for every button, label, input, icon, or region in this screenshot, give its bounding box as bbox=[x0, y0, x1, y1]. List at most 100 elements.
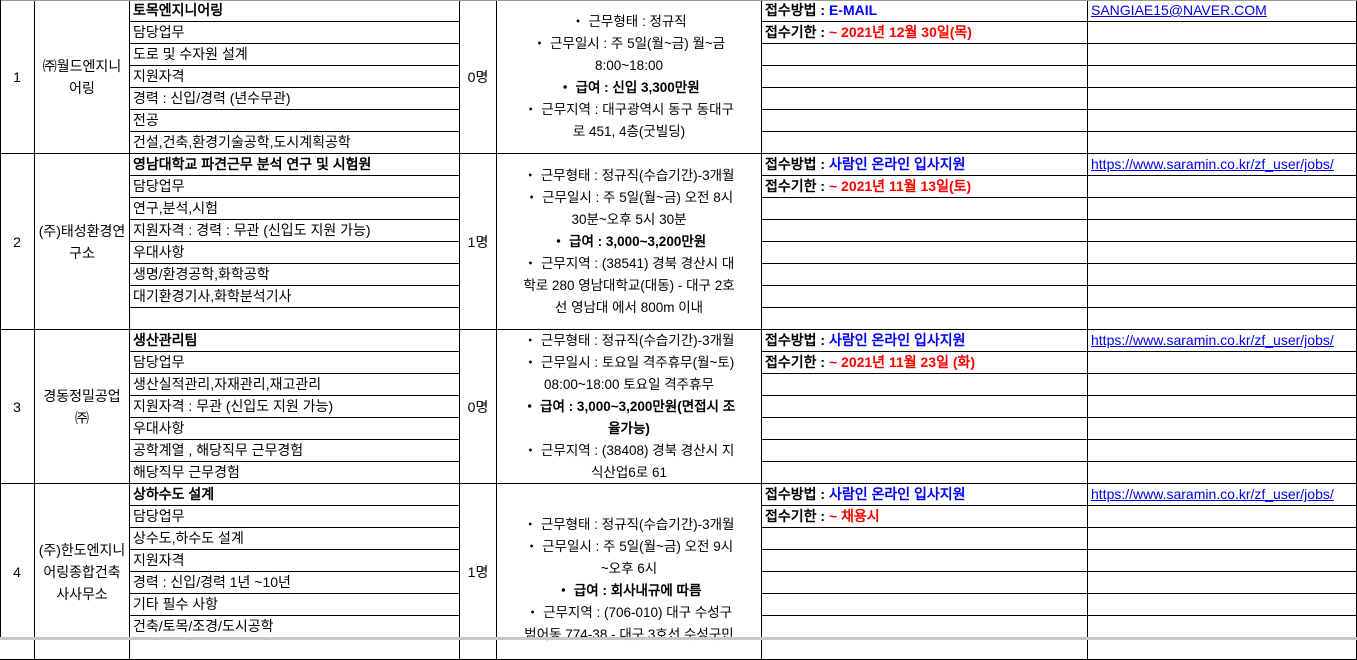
empty-cell[interactable] bbox=[1088, 22, 1357, 44]
apply-method-label: 접수방법 : bbox=[765, 156, 829, 172]
empty-cell[interactable] bbox=[762, 66, 1088, 88]
job-info-cell[interactable]: 담당업무 bbox=[130, 352, 460, 374]
empty-cell[interactable] bbox=[1088, 110, 1357, 132]
apply-link[interactable]: https://www.saramin.co.kr/zf_user/jobs/ bbox=[1088, 154, 1357, 176]
job-info-cell[interactable]: 공학계열 , 해당직무 근무경험 bbox=[130, 440, 460, 462]
job-info-cell[interactable] bbox=[130, 308, 460, 330]
detail-line: ・ 근무지역 : (38408) 경북 경산시 지 bbox=[523, 442, 735, 458]
horizontal-scrollbar[interactable] bbox=[0, 637, 1357, 640]
empty-cell[interactable] bbox=[1088, 616, 1357, 638]
job-info-cell[interactable]: 지원자격 bbox=[130, 550, 460, 572]
empty-cell[interactable] bbox=[1088, 418, 1357, 440]
job-info-cell[interactable] bbox=[130, 638, 460, 660]
empty-cell[interactable] bbox=[1088, 550, 1357, 572]
job-info-cell[interactable]: 생명/환경공학,화학공학 bbox=[130, 264, 460, 286]
company-name: (주)태성환경연구소 bbox=[35, 154, 130, 330]
empty-cell[interactable] bbox=[762, 462, 1088, 484]
empty-cell[interactable] bbox=[762, 88, 1088, 110]
job-info-cell[interactable]: 지원자격 bbox=[130, 66, 460, 88]
apply-link[interactable]: https://www.saramin.co.kr/zf_user/jobs/ bbox=[1088, 330, 1357, 352]
empty-cell[interactable] bbox=[1088, 506, 1357, 528]
empty-cell[interactable] bbox=[762, 132, 1088, 154]
empty-cell[interactable] bbox=[762, 440, 1088, 462]
empty-cell[interactable] bbox=[1088, 88, 1357, 110]
apply-deadline[interactable]: 접수기한 : ~ 2021년 11월 23일 (화) bbox=[762, 352, 1088, 374]
job-title[interactable]: 생산관리팀 bbox=[130, 330, 460, 352]
empty-cell[interactable] bbox=[1088, 638, 1357, 660]
empty-cell[interactable] bbox=[762, 198, 1088, 220]
empty-cell[interactable] bbox=[1088, 572, 1357, 594]
detail-line: ・ 근무일시 : 주 5일(월~금) 월~금 bbox=[532, 35, 726, 51]
job-info-cell[interactable]: 지원자격 : 무관 (신입도 지원 가능) bbox=[130, 396, 460, 418]
empty-cell[interactable] bbox=[762, 396, 1088, 418]
detail-line: ・ 근무형태 : 정규직(수습기간)-3개월 bbox=[523, 167, 735, 183]
job-info-cell[interactable]: 담당업무 bbox=[130, 176, 460, 198]
job-info-cell[interactable]: 생산실적관리,자재관리,재고관리 bbox=[130, 374, 460, 396]
empty-cell[interactable] bbox=[1088, 242, 1357, 264]
empty-cell[interactable] bbox=[762, 418, 1088, 440]
job-info-cell[interactable]: 담당업무 bbox=[130, 506, 460, 528]
empty-cell[interactable] bbox=[1088, 286, 1357, 308]
empty-cell[interactable] bbox=[762, 286, 1088, 308]
empty-cell[interactable] bbox=[762, 220, 1088, 242]
apply-method-label: 접수방법 : bbox=[765, 332, 829, 348]
empty-cell[interactable] bbox=[762, 528, 1088, 550]
apply-method[interactable]: 접수방법 : E-MAIL bbox=[762, 0, 1088, 22]
job-info-cell[interactable]: 경력 : 신입/경력 (년수무관) bbox=[130, 88, 460, 110]
job-info-cell[interactable]: 도로 및 수자원 설계 bbox=[130, 44, 460, 66]
empty-cell[interactable] bbox=[1088, 440, 1357, 462]
job-info-cell[interactable]: 전공 bbox=[130, 110, 460, 132]
job-info-cell[interactable]: 건축/토목/조경/도시공학 bbox=[130, 616, 460, 638]
apply-deadline[interactable]: 접수기한 : ~ 채용시 bbox=[762, 506, 1088, 528]
apply-link[interactable]: SANGIAE15@NAVER.COM bbox=[1088, 0, 1357, 22]
job-info-cell[interactable]: 상수도,하수도 설계 bbox=[130, 528, 460, 550]
empty-cell[interactable] bbox=[1088, 462, 1357, 484]
empty-cell[interactable] bbox=[762, 110, 1088, 132]
empty-cell[interactable] bbox=[1088, 396, 1357, 418]
apply-method[interactable]: 접수방법 : 사람인 온라인 입사지원 bbox=[762, 154, 1088, 176]
job-info-cell[interactable]: 건설,건축,환경기술공학,도시계획공학 bbox=[130, 132, 460, 154]
empty-cell[interactable] bbox=[762, 572, 1088, 594]
empty-cell[interactable] bbox=[762, 44, 1088, 66]
detail-line: 30분~오후 5시 30분 bbox=[571, 211, 687, 227]
empty-cell[interactable] bbox=[1088, 528, 1357, 550]
headcount: 1명 bbox=[460, 484, 497, 660]
apply-link[interactable]: https://www.saramin.co.kr/zf_user/jobs/ bbox=[1088, 484, 1357, 506]
empty-cell[interactable] bbox=[1088, 352, 1357, 374]
apply-deadline[interactable]: 접수기한 : ~ 2021년 11월 13일(토) bbox=[762, 176, 1088, 198]
empty-cell[interactable] bbox=[762, 242, 1088, 264]
empty-cell[interactable] bbox=[1088, 176, 1357, 198]
empty-cell[interactable] bbox=[762, 550, 1088, 572]
empty-cell[interactable] bbox=[1088, 66, 1357, 88]
job-info-cell[interactable]: 우대사항 bbox=[130, 242, 460, 264]
empty-cell[interactable] bbox=[1088, 594, 1357, 616]
apply-method[interactable]: 접수방법 : 사람인 온라인 입사지원 bbox=[762, 484, 1088, 506]
job-info-cell[interactable]: 지원자격 : 경력 : 무관 (신입도 지원 가능) bbox=[130, 220, 460, 242]
empty-cell[interactable] bbox=[762, 374, 1088, 396]
empty-cell[interactable] bbox=[1088, 264, 1357, 286]
job-info-cell[interactable]: 담당업무 bbox=[130, 22, 460, 44]
empty-cell[interactable] bbox=[762, 308, 1088, 330]
apply-deadline[interactable]: 접수기한 : ~ 2021년 12월 30일(목) bbox=[762, 22, 1088, 44]
job-info-cell[interactable]: 기타 필수 사항 bbox=[130, 594, 460, 616]
detail-line: ・ 근무지역 : (706-010) 대구 수성구 bbox=[525, 605, 733, 620]
job-title[interactable]: 상하수도 설계 bbox=[130, 484, 460, 506]
empty-cell[interactable] bbox=[1088, 132, 1357, 154]
empty-cell[interactable] bbox=[1088, 198, 1357, 220]
empty-cell[interactable] bbox=[1088, 220, 1357, 242]
job-info-cell[interactable]: 대기환경기사,화학분석기사 bbox=[130, 286, 460, 308]
apply-method[interactable]: 접수방법 : 사람인 온라인 입사지원 bbox=[762, 330, 1088, 352]
empty-cell[interactable] bbox=[762, 616, 1088, 638]
empty-cell[interactable] bbox=[762, 594, 1088, 616]
empty-cell[interactable] bbox=[762, 638, 1088, 660]
job-title[interactable]: 영남대학교 파견근무 분석 연구 및 시험원 bbox=[130, 154, 460, 176]
empty-cell[interactable] bbox=[1088, 308, 1357, 330]
job-info-cell[interactable]: 경력 : 신입/경력 1년 ~10년 bbox=[130, 572, 460, 594]
empty-cell[interactable] bbox=[1088, 44, 1357, 66]
job-info-cell[interactable]: 해당직무 근무경험 bbox=[130, 462, 460, 484]
empty-cell[interactable] bbox=[762, 264, 1088, 286]
job-info-cell[interactable]: 우대사항 bbox=[130, 418, 460, 440]
job-title[interactable]: 토목엔지니어링 bbox=[130, 0, 460, 22]
job-info-cell[interactable]: 연구,분석,시험 bbox=[130, 198, 460, 220]
empty-cell[interactable] bbox=[1088, 374, 1357, 396]
